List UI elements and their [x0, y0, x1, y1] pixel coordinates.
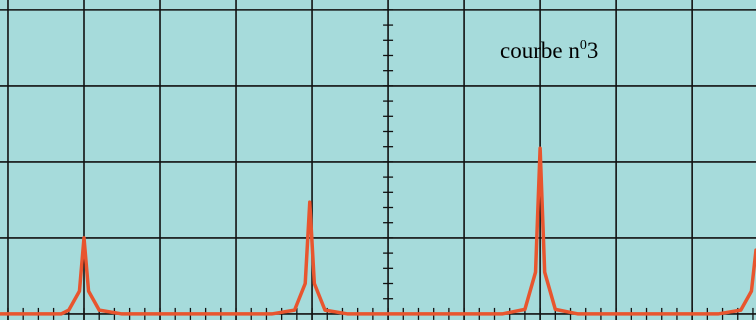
trace [0, 146, 756, 316]
plot [0, 146, 756, 316]
